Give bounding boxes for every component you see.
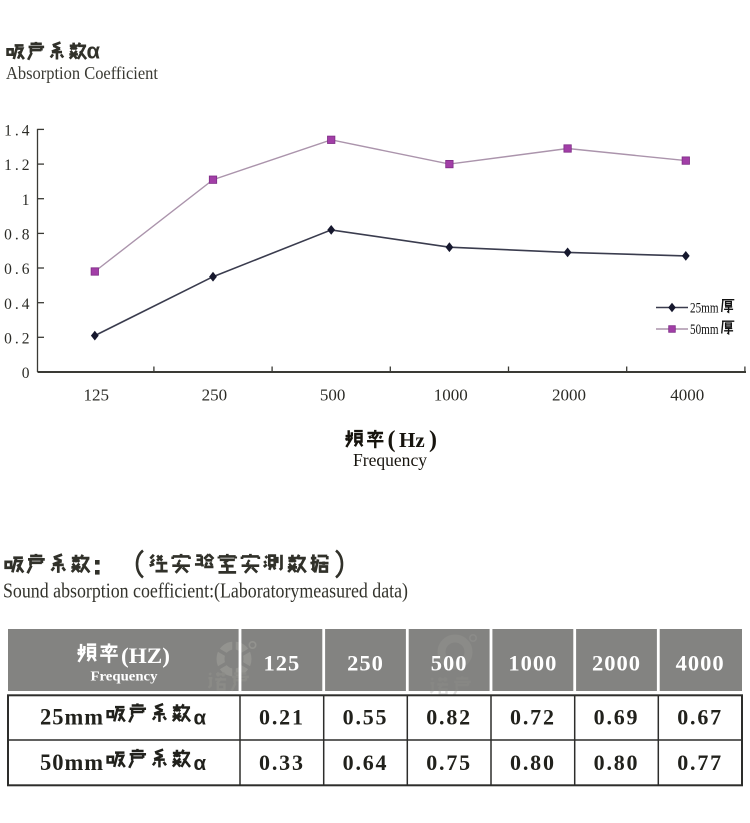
svg-text:0.2: 0.2 (4, 330, 32, 347)
svg-text:(: ( (388, 427, 396, 453)
svg-text:0.55: 0.55 (343, 705, 389, 730)
svg-text:0.4: 0.4 (4, 296, 32, 313)
svg-text:0.72: 0.72 (510, 705, 556, 730)
svg-text:1: 1 (22, 192, 33, 209)
svg-text:0.21: 0.21 (259, 705, 305, 730)
svg-text:0.8: 0.8 (4, 227, 32, 244)
svg-text:1.4: 1.4 (4, 123, 32, 140)
svg-text:0.80: 0.80 (510, 750, 556, 775)
svg-text:Frequency: Frequency (353, 450, 427, 470)
svg-text:0.75: 0.75 (426, 750, 472, 775)
svg-text:4000: 4000 (670, 386, 704, 405)
svg-text:1000: 1000 (434, 386, 468, 405)
svg-text:0.64: 0.64 (343, 750, 389, 775)
svg-text:125: 125 (83, 386, 109, 405)
svg-text:0.77: 0.77 (677, 750, 723, 775)
svg-text:Absorption Coefficient: Absorption Coefficient (6, 63, 158, 83)
svg-text:25mm: 25mm (690, 301, 719, 317)
svg-text:0.33: 0.33 (259, 750, 305, 775)
svg-text:2000: 2000 (552, 386, 586, 405)
svg-text:4000: 4000 (676, 651, 725, 676)
svg-text:500: 500 (320, 386, 346, 405)
svg-text:0: 0 (22, 365, 33, 382)
svg-text:25mm: 25mm (40, 705, 104, 730)
svg-text:0.69: 0.69 (594, 705, 640, 730)
svg-text:1000: 1000 (508, 651, 557, 676)
svg-text:500: 500 (431, 651, 468, 676)
svg-text:(HZ): (HZ) (121, 643, 170, 668)
svg-text:α: α (194, 707, 207, 730)
svg-text:50mm: 50mm (690, 322, 719, 338)
svg-text:0.80: 0.80 (594, 750, 640, 775)
svg-text:): ) (429, 427, 437, 453)
svg-text:250: 250 (347, 651, 384, 676)
svg-text:Sound absorption coefficient:(: Sound absorption coefficient:(Laboratory… (3, 579, 408, 603)
svg-text:2000: 2000 (592, 651, 641, 676)
svg-text:0.82: 0.82 (426, 705, 472, 730)
svg-text:50mm: 50mm (40, 750, 104, 775)
svg-text:125: 125 (264, 651, 301, 676)
svg-text:250: 250 (202, 386, 228, 405)
svg-text:Frequency: Frequency (91, 670, 158, 685)
svg-text:Hz: Hz (399, 428, 425, 452)
svg-text:0.67: 0.67 (677, 705, 723, 730)
svg-text:0.6: 0.6 (4, 261, 32, 278)
svg-text:1.2: 1.2 (4, 157, 32, 174)
svg-text:α: α (87, 39, 101, 64)
svg-text:α: α (194, 752, 207, 775)
